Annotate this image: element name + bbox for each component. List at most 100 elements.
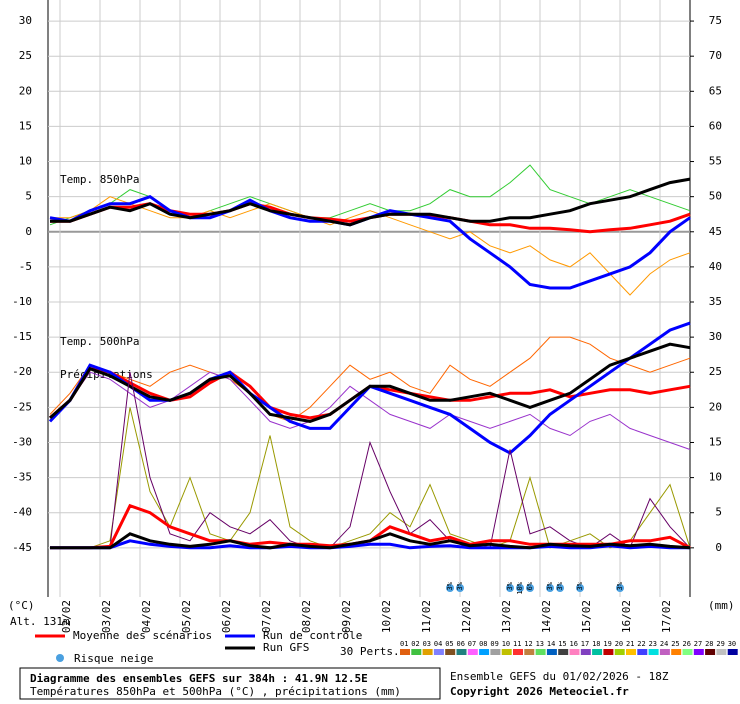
copyright: Copyright 2026 Meteociel.fr [450, 685, 629, 698]
member-swatch [490, 649, 501, 655]
y-tick-label: 25 [19, 49, 32, 62]
chart-title: Diagramme des ensembles GEFS sur 384h : … [30, 672, 368, 685]
member-number: 18 [592, 640, 600, 648]
snow-icon [556, 584, 564, 592]
y2-tick-label: 10 [709, 471, 722, 484]
y2-tick-label: 35 [709, 295, 722, 308]
member-line [49, 164, 691, 226]
y2-tick-label: 55 [709, 155, 722, 168]
legend-label: Run de contrôle [263, 629, 362, 642]
y-tick-label: 15 [19, 119, 32, 132]
y-tick-label: 30 [19, 14, 32, 27]
y-tick-label: -20 [12, 365, 32, 378]
member-number: 13 [536, 640, 544, 648]
member-swatch [501, 649, 512, 655]
member-swatch [445, 649, 456, 655]
member-line [50, 196, 691, 296]
member-number: 11 [513, 640, 521, 648]
group-label: Temp. 500hPa [60, 335, 139, 348]
snow-label: 3% [556, 581, 564, 590]
member-swatch [422, 649, 433, 655]
snow-icon [526, 584, 534, 592]
member-line [49, 371, 691, 450]
member-number: 02 [411, 640, 419, 648]
member-number: 10 [502, 640, 510, 648]
member-number: 08 [479, 640, 487, 648]
y-tick-label: 0 [25, 225, 32, 238]
snow-label: 3% [456, 581, 464, 590]
member-line [50, 407, 691, 549]
member-swatch [716, 649, 727, 655]
member-number: 22 [637, 640, 645, 648]
member-swatch [637, 649, 648, 655]
member-swatch [580, 649, 591, 655]
snow-icon [506, 584, 514, 592]
y-tick-label: 20 [19, 84, 32, 97]
member-number: 12 [524, 640, 532, 648]
member-swatch [456, 649, 467, 655]
y-tick-label: -40 [12, 506, 32, 519]
x-tick-label: 15/02 [580, 600, 593, 633]
snow-icon [576, 584, 584, 592]
legend-label: Moyenne des scénarios [73, 629, 212, 642]
y2-tick-label: 25 [709, 365, 722, 378]
member-swatch [727, 649, 738, 655]
member-swatch [411, 649, 422, 655]
snow-label: 3% [576, 581, 584, 590]
y-tick-label: -15 [12, 330, 32, 343]
snow-label: 6% [526, 581, 534, 590]
main-line [50, 539, 690, 550]
member-number: 01 [400, 640, 408, 648]
member-swatch [400, 649, 410, 655]
snow-icon [516, 584, 524, 592]
member-number: 28 [705, 640, 713, 648]
member-swatch [479, 649, 490, 655]
member-swatch [705, 649, 716, 655]
y2-tick-label: 0 [715, 541, 722, 554]
member-number: 30 [728, 640, 736, 648]
snow-label: 3% [446, 581, 454, 590]
member-number: 16 [570, 640, 578, 648]
member-swatch [433, 649, 444, 655]
y2-tick-label: 75 [709, 14, 722, 27]
member-swatch [535, 649, 546, 655]
member-swatch [513, 649, 523, 655]
member-line [49, 336, 691, 422]
y2-tick-label: 40 [709, 260, 722, 273]
member-number: 04 [434, 640, 442, 648]
run-label: Ensemble GEFS du 01/02/2026 - 18Z [450, 670, 669, 683]
member-number: 14 [547, 640, 555, 648]
member-swatch [626, 649, 636, 655]
snow-label: 3% [546, 581, 554, 590]
member-swatch [467, 649, 478, 655]
x-tick-label: 08/02 [300, 600, 313, 633]
snow-legend-icon [56, 654, 64, 662]
main-line [49, 342, 691, 423]
member-swatch [648, 649, 659, 655]
y-tick-label: -10 [12, 295, 32, 308]
member-number: 03 [423, 640, 431, 648]
x-tick-label: 13/02 [500, 600, 513, 633]
x-tick-label: 05/02 [180, 600, 193, 633]
y2-tick-label: 20 [709, 400, 722, 413]
member-swatch [693, 649, 704, 655]
member-number: 20 [615, 640, 623, 648]
main-line [50, 177, 691, 227]
legend-label: Run GFS [263, 641, 309, 654]
snow-icon [446, 584, 454, 592]
x-tick-label: 02/02 [60, 600, 73, 633]
y-tick-label: -35 [12, 471, 32, 484]
x-tick-label: 17/02 [660, 600, 673, 633]
y-tick-label: -25 [12, 400, 32, 413]
group-label: Temp. 850hPa [60, 173, 139, 186]
member-swatch [671, 649, 682, 655]
y2-tick-label: 70 [709, 49, 722, 62]
y2-tick-label: 30 [709, 330, 722, 343]
x-tick-label: 06/02 [220, 600, 233, 633]
x-tick-label: 14/02 [540, 600, 553, 633]
member-number: 27 [694, 640, 702, 648]
y2-unit: (mm) [708, 599, 735, 612]
y2-tick-label: 50 [709, 190, 722, 203]
member-swatch [614, 649, 625, 655]
